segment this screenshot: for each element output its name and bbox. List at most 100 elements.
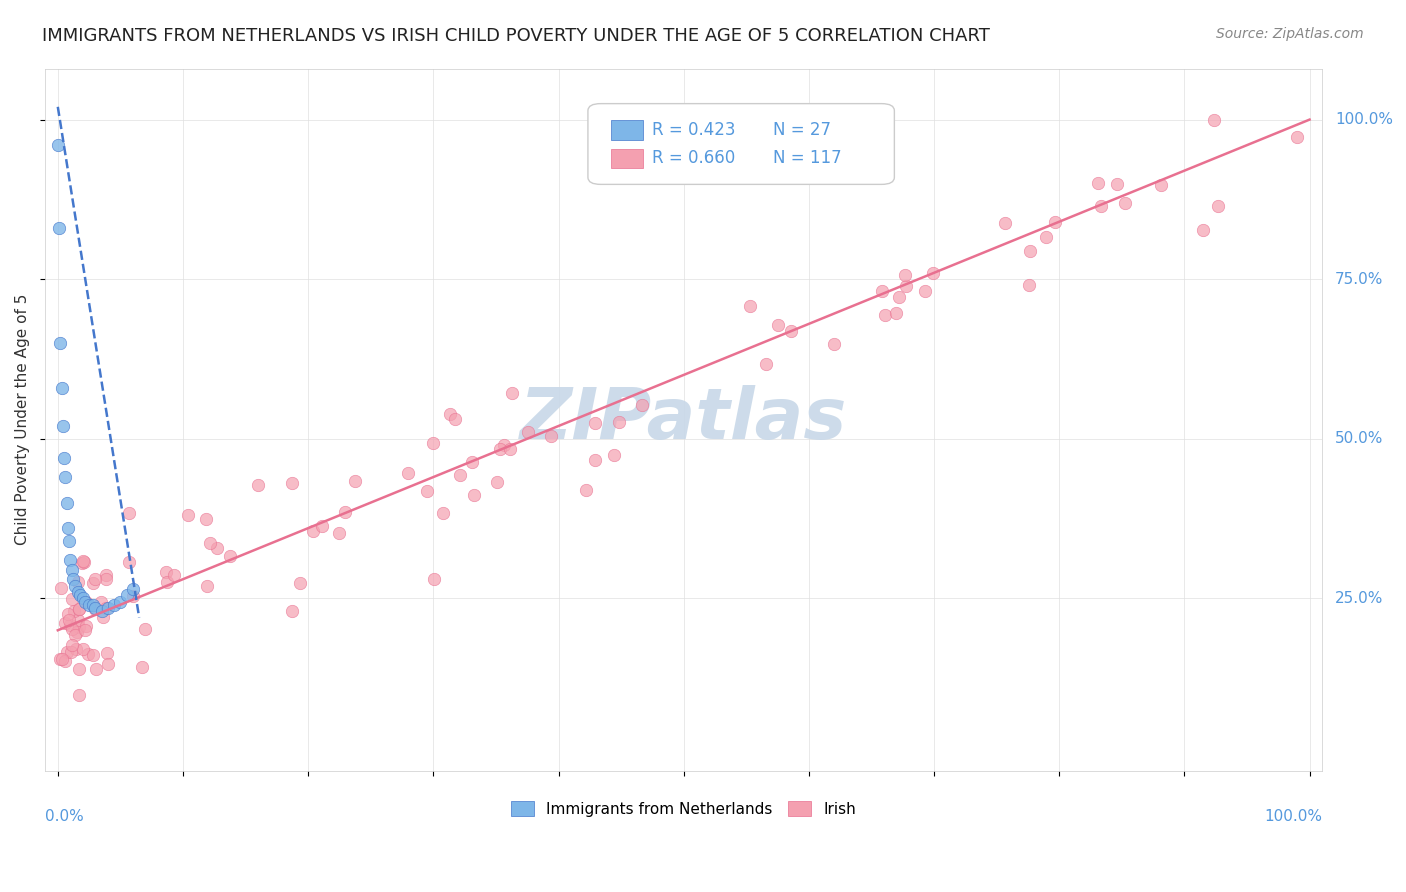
Point [1286, 130, 1309, 145]
Point [53, 470, 76, 484]
Point [328, 526, 350, 541]
Point [630, 398, 652, 412]
Point [51, 581, 73, 595]
Point [59, 618, 82, 632]
Point [195, 578, 218, 592]
Point [66, 575, 89, 590]
Point [246, 477, 269, 491]
Point [575, 483, 598, 498]
FancyBboxPatch shape [588, 103, 894, 185]
Point [122, 582, 145, 596]
Point [62, 572, 84, 586]
Point [218, 549, 240, 563]
Point [738, 299, 761, 313]
Point [84, 662, 107, 676]
Text: R = 0.423: R = 0.423 [652, 121, 735, 139]
Text: IMMIGRANTS FROM NETHERLANDS VS IRISH CHILD POVERTY UNDER THE AGE OF 5 CORRELATIO: IMMIGRANTS FROM NETHERLANDS VS IRISH CHI… [42, 27, 990, 45]
Point [84, 572, 107, 586]
Point [65, 578, 87, 592]
Point [1090, 199, 1112, 213]
Point [281, 604, 304, 618]
Point [51, 381, 73, 395]
Point [84, 601, 107, 615]
Point [115, 588, 138, 602]
Point [416, 484, 439, 499]
Point [96, 572, 118, 586]
Point [311, 518, 333, 533]
Point [875, 309, 897, 323]
Y-axis label: Child Poverty Under the Age of 5: Child Poverty Under the Age of 5 [15, 294, 30, 545]
Text: 25.0%: 25.0% [1334, 591, 1384, 606]
Text: R = 0.660: R = 0.660 [652, 149, 735, 168]
Point [67, 613, 90, 627]
Point [60, 563, 83, 577]
Point [1018, 277, 1040, 292]
Point [82, 575, 104, 590]
Point [77, 598, 100, 612]
Point [163, 568, 186, 582]
Point [75, 623, 97, 637]
Point [59, 553, 82, 567]
Point [97, 657, 120, 671]
Point [66, 585, 89, 599]
Point [67, 602, 90, 616]
Point [56, 607, 79, 622]
Point [499, 442, 522, 456]
Point [516, 425, 538, 439]
Point [1043, 215, 1066, 229]
Text: 0.0%: 0.0% [45, 809, 84, 824]
Point [56, 645, 79, 659]
Point [67, 662, 90, 676]
Point [195, 511, 218, 525]
Point [82, 648, 104, 663]
Point [73, 555, 96, 569]
Point [922, 267, 945, 281]
Point [1191, 223, 1213, 237]
Text: N = 117: N = 117 [773, 149, 842, 168]
Point [779, 324, 801, 338]
Point [396, 466, 419, 480]
Point [122, 589, 145, 603]
Point [58, 533, 80, 548]
Point [97, 601, 120, 615]
Point [53, 654, 76, 668]
Point [302, 524, 325, 539]
Point [602, 449, 624, 463]
Point [607, 415, 630, 429]
Point [432, 506, 454, 520]
Point [155, 565, 177, 579]
Point [1087, 176, 1109, 190]
Point [156, 575, 179, 590]
Point [422, 436, 444, 450]
Text: 50.0%: 50.0% [1334, 431, 1384, 446]
Point [58, 613, 80, 627]
Text: ZIPatlas: ZIPatlas [520, 385, 848, 454]
Point [96, 647, 118, 661]
Point [884, 305, 907, 319]
Point [583, 416, 606, 430]
Point [49, 652, 72, 666]
Text: N = 27: N = 27 [773, 121, 831, 139]
Point [823, 336, 845, 351]
Point [90, 604, 112, 618]
Point [90, 595, 112, 609]
Point [1208, 199, 1230, 213]
Point [344, 474, 367, 488]
Point [72, 591, 94, 606]
Point [59, 645, 82, 659]
Point [118, 506, 141, 520]
Point [72, 554, 94, 568]
Point [60, 638, 83, 652]
Point [53, 616, 76, 631]
Point [48, 221, 70, 235]
Point [1105, 177, 1128, 191]
Point [486, 475, 509, 489]
Point [53, 450, 76, 465]
Point [103, 598, 125, 612]
Point [461, 455, 484, 469]
Point [63, 628, 86, 642]
Text: Source: ZipAtlas.com: Source: ZipAtlas.com [1216, 27, 1364, 41]
Point [870, 284, 893, 298]
Text: 100.0%: 100.0% [1334, 112, 1393, 127]
Point [69, 588, 91, 602]
